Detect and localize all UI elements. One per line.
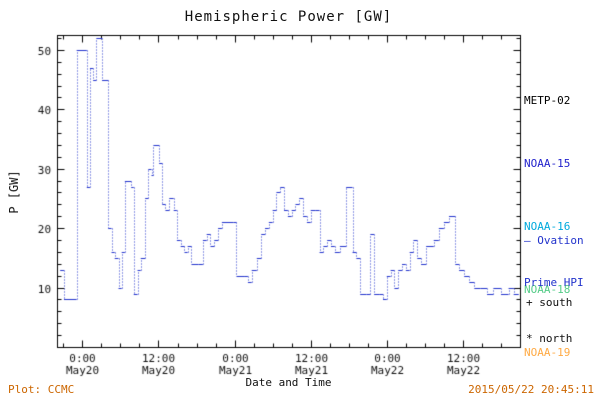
chart-title: Hemispheric Power [GW] xyxy=(184,9,393,25)
y-axis-label: P [GW] xyxy=(7,170,21,214)
plot-credit: Plot: CCMC xyxy=(8,383,75,396)
legend-item-noaa15: NOAA-15 xyxy=(524,157,571,170)
ovation-prime-hpi-label: – Ovation Prime HPI xyxy=(524,206,584,318)
legend-item-noaa18: NOAA-18 xyxy=(524,283,571,296)
north-marker-label: * north xyxy=(526,332,573,345)
satellite-legend: METP-02 NOAA-15 NOAA-16 NOAA-18 NOAA-19 xyxy=(524,48,570,400)
south-marker-label: + south xyxy=(526,296,573,309)
ovation-label-line2: Prime HPI xyxy=(524,276,584,289)
generation-timestamp: 2015/05/22 20:45:11 xyxy=(468,383,594,396)
ovation-label-line1: – Ovation xyxy=(524,234,584,247)
legend-item-noaa16: NOAA-16 xyxy=(524,220,571,233)
x-axis-label: Date and Time xyxy=(245,376,332,389)
legend-item-metp02: METP-02 xyxy=(524,94,571,107)
legend-item-noaa19: NOAA-19 xyxy=(524,346,571,359)
